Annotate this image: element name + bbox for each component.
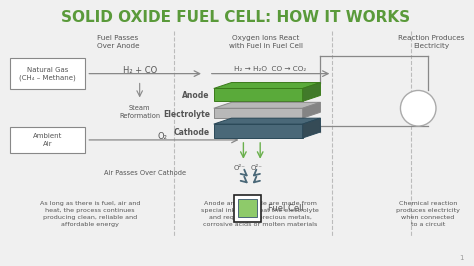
Text: e⁻: e⁻ xyxy=(407,98,430,117)
Polygon shape xyxy=(214,108,303,118)
Circle shape xyxy=(401,90,436,126)
Text: H₂ + CO: H₂ + CO xyxy=(123,66,157,75)
Text: 1: 1 xyxy=(459,255,464,261)
Text: Fuel Passes
Over Anode: Fuel Passes Over Anode xyxy=(97,35,139,49)
Text: H₂ → H₂O  CO → CO₂: H₂ → H₂O CO → CO₂ xyxy=(234,66,306,72)
Text: Oxygen Ions React
with Fuel in Fuel Cell: Oxygen Ions React with Fuel in Fuel Cell xyxy=(229,35,303,49)
Text: Electrolyte: Electrolyte xyxy=(163,110,210,119)
Text: Steam
Reformation: Steam Reformation xyxy=(119,105,160,119)
Polygon shape xyxy=(214,102,320,108)
FancyBboxPatch shape xyxy=(234,195,261,222)
Polygon shape xyxy=(214,124,303,138)
Text: Fuel Cell: Fuel Cell xyxy=(268,204,304,213)
Text: O²⁻: O²⁻ xyxy=(250,165,262,171)
Text: Reaction Produces
Electricity: Reaction Produces Electricity xyxy=(398,35,465,49)
FancyBboxPatch shape xyxy=(10,58,85,89)
Text: Air Passes Over Cathode: Air Passes Over Cathode xyxy=(103,170,186,176)
FancyBboxPatch shape xyxy=(10,127,85,153)
Text: As long as there is fuel, air and
heat, the process continues
producing clean, r: As long as there is fuel, air and heat, … xyxy=(40,201,140,227)
Text: Natural Gas
(CH₄ – Methane): Natural Gas (CH₄ – Methane) xyxy=(19,66,76,81)
Text: Chemical reaction
produces electricity
when connected
to a circuit: Chemical reaction produces electricity w… xyxy=(396,201,460,227)
Text: O²⁻: O²⁻ xyxy=(233,165,246,171)
Polygon shape xyxy=(214,89,303,101)
Polygon shape xyxy=(214,82,320,89)
Text: Cathode: Cathode xyxy=(173,127,210,136)
Text: Ambient
Air: Ambient Air xyxy=(33,133,63,147)
Text: Anode: Anode xyxy=(182,91,210,100)
Text: Anode and cathode are made from
special inks that coat the electrolyte
and requi: Anode and cathode are made from special … xyxy=(201,201,319,227)
Polygon shape xyxy=(214,118,320,124)
Polygon shape xyxy=(303,102,320,118)
Polygon shape xyxy=(303,118,320,138)
Text: O₂: O₂ xyxy=(157,132,167,142)
Polygon shape xyxy=(303,82,320,101)
FancyBboxPatch shape xyxy=(238,199,256,217)
Text: SOLID OXIDE FUEL CELL: HOW IT WORKS: SOLID OXIDE FUEL CELL: HOW IT WORKS xyxy=(61,10,410,25)
